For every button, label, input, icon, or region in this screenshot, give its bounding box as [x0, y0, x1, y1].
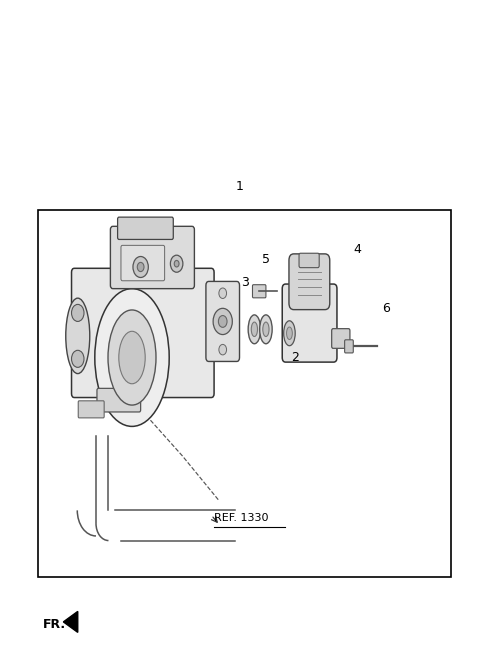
- FancyBboxPatch shape: [97, 388, 141, 412]
- Ellipse shape: [66, 298, 90, 373]
- Ellipse shape: [263, 322, 269, 337]
- FancyBboxPatch shape: [289, 254, 330, 310]
- FancyBboxPatch shape: [206, 281, 240, 361]
- FancyBboxPatch shape: [282, 284, 337, 362]
- Text: 2: 2: [291, 351, 299, 364]
- FancyBboxPatch shape: [252, 285, 266, 298]
- FancyBboxPatch shape: [332, 329, 350, 348]
- Text: 5: 5: [263, 253, 270, 266]
- Circle shape: [170, 255, 183, 272]
- FancyBboxPatch shape: [118, 217, 173, 239]
- Ellipse shape: [260, 315, 272, 344]
- Circle shape: [218, 316, 227, 327]
- Ellipse shape: [287, 327, 292, 340]
- Bar: [38, 210, 451, 577]
- Text: 6: 6: [383, 302, 390, 315]
- FancyBboxPatch shape: [72, 268, 214, 398]
- Circle shape: [174, 260, 179, 267]
- FancyBboxPatch shape: [121, 245, 165, 281]
- Circle shape: [72, 350, 84, 367]
- Circle shape: [213, 308, 232, 335]
- Text: FR.: FR.: [43, 618, 66, 631]
- Ellipse shape: [108, 310, 156, 405]
- FancyBboxPatch shape: [110, 226, 194, 289]
- FancyBboxPatch shape: [345, 340, 353, 353]
- FancyBboxPatch shape: [78, 401, 104, 418]
- Circle shape: [72, 304, 84, 321]
- Ellipse shape: [248, 315, 261, 344]
- Ellipse shape: [252, 322, 257, 337]
- FancyBboxPatch shape: [299, 253, 319, 268]
- Circle shape: [133, 256, 148, 277]
- Circle shape: [137, 262, 144, 272]
- Text: REF. 1330: REF. 1330: [214, 513, 268, 523]
- Ellipse shape: [119, 331, 145, 384]
- Text: 3: 3: [241, 276, 249, 289]
- Ellipse shape: [95, 289, 169, 426]
- Text: 4: 4: [354, 243, 361, 256]
- Circle shape: [219, 344, 227, 355]
- Circle shape: [219, 288, 227, 298]
- Text: 1: 1: [236, 180, 244, 194]
- Ellipse shape: [284, 321, 295, 346]
- Polygon shape: [63, 611, 78, 632]
